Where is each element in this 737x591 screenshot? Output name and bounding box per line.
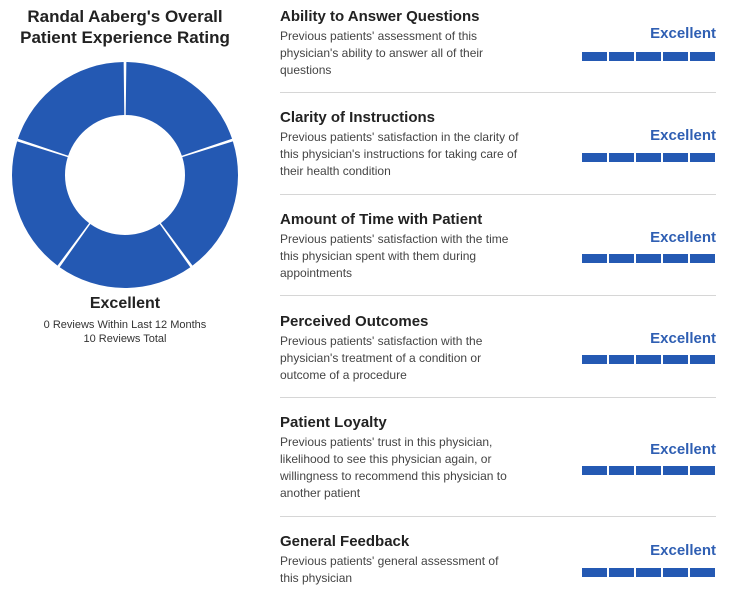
- overall-rating-donut: [11, 62, 238, 288]
- metric-title: Patient Loyalty: [280, 414, 387, 431]
- rating-bar-segment: [636, 466, 661, 475]
- metric-rating-label: Excellent: [650, 441, 716, 458]
- reviews-total-count: 10 Reviews Total: [83, 333, 167, 345]
- donut-segment: [160, 141, 238, 266]
- overall-rating-title: Randal Aaberg's Overall Patient Experien…: [20, 7, 230, 47]
- rating-bar-segment: [582, 153, 607, 162]
- rating-bar-segment: [582, 568, 607, 577]
- metric-rating-label: Excellent: [650, 542, 716, 559]
- divider: [280, 194, 716, 195]
- metric-title: Amount of Time with Patient: [280, 211, 483, 228]
- rating-bar-segment: [609, 355, 634, 364]
- metric-title: General Feedback: [280, 533, 410, 550]
- metric-rating-bar: [582, 355, 716, 364]
- metric-description: Previous patients' satisfaction with the…: [280, 232, 509, 280]
- rating-bar-segment: [663, 153, 688, 162]
- rating-bar-segment: [663, 254, 688, 263]
- rating-bar-segment: [690, 153, 715, 162]
- rating-bar-segment: [690, 52, 715, 61]
- rating-bar-segment: [663, 355, 688, 364]
- metric-rating-bar: [582, 153, 716, 162]
- metric-title: Ability to Answer Questions: [280, 8, 480, 25]
- rating-bar-segment: [582, 52, 607, 61]
- metric-title: Perceived Outcomes: [280, 313, 429, 330]
- rating-bar-segment: [636, 153, 661, 162]
- rating-bar-segment: [663, 466, 688, 475]
- metric-description: Previous patients' trust in this physici…: [280, 435, 507, 500]
- metric-title: Clarity of Instructions: [280, 109, 436, 126]
- rating-bar-segment: [690, 355, 715, 364]
- donut-segment: [11, 141, 90, 266]
- metric-description: Previous patients' satisfaction with the…: [280, 334, 483, 382]
- rating-bar-segment: [609, 466, 634, 475]
- rating-bar-segment: [582, 355, 607, 364]
- divider: [280, 92, 716, 93]
- metric-rating-label: Excellent: [650, 127, 716, 144]
- metric-description: Previous patients' satisfaction in the c…: [280, 130, 519, 178]
- rating-bar-segment: [636, 52, 661, 61]
- metric-rating-bar: [582, 52, 716, 61]
- metric-rating-bar: [582, 568, 716, 577]
- rating-bar-segment: [582, 254, 607, 263]
- overall-rating-label: Excellent: [89, 295, 161, 312]
- rating-bar-segment: [609, 52, 634, 61]
- metric-rating-label: Excellent: [650, 25, 716, 42]
- rating-bar-segment: [582, 466, 607, 475]
- reviews-recent-count: 0 Reviews Within Last 12 Months: [43, 319, 207, 331]
- rating-bar-segment: [636, 254, 661, 263]
- rating-bar-segment: [690, 568, 715, 577]
- donut-segment: [17, 62, 125, 156]
- metric-description: Previous patients' general assessment of…: [280, 554, 499, 585]
- divider: [280, 397, 716, 398]
- divider: [280, 295, 716, 296]
- divider: [280, 516, 716, 517]
- metric-rating-label: Excellent: [650, 330, 716, 347]
- rating-bar-segment: [609, 254, 634, 263]
- metric-rating-label: Excellent: [650, 229, 716, 246]
- rating-bar-segment: [663, 568, 688, 577]
- rating-bar-segment: [609, 568, 634, 577]
- rating-bar-segment: [663, 52, 688, 61]
- metric-description: Previous patients' assessment of this ph…: [280, 29, 484, 77]
- donut-segment: [125, 62, 233, 156]
- rating-bar-segment: [690, 466, 715, 475]
- metric-rating-bar: [582, 254, 716, 263]
- metric-rating-bar: [582, 466, 716, 475]
- rating-bar-segment: [636, 355, 661, 364]
- donut-segment: [59, 223, 191, 288]
- rating-bar-segment: [636, 568, 661, 577]
- rating-bar-segment: [690, 254, 715, 263]
- rating-bar-segment: [609, 153, 634, 162]
